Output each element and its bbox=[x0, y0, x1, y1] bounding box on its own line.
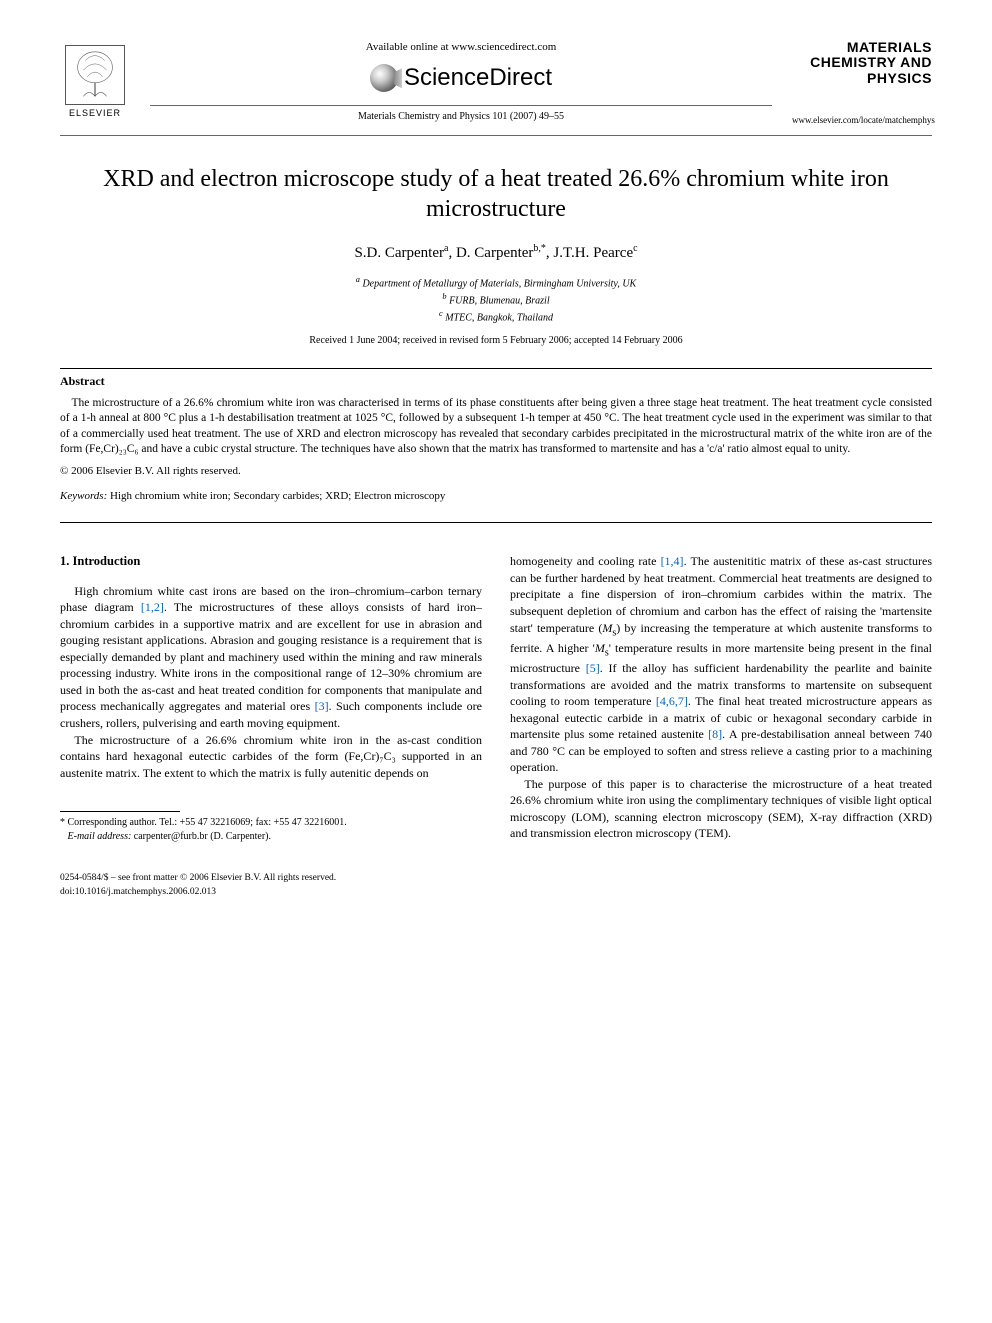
authors-line: S.D. Carpentera, D. Carpenterb,*, J.T.H.… bbox=[60, 242, 932, 264]
article-title: XRD and electron microscope study of a h… bbox=[100, 164, 892, 224]
p2-text-b: homogeneity and cooling rate bbox=[510, 554, 661, 568]
footer-line-1: 0254-0584/$ – see front matter © 2006 El… bbox=[60, 872, 932, 885]
ref-link-4-6-7[interactable]: [4,6,7] bbox=[656, 694, 688, 708]
keywords-label: Keywords: bbox=[60, 490, 107, 502]
author-1-affil: a bbox=[444, 243, 448, 254]
footnote-email-who: (D. Carpenter). bbox=[210, 831, 271, 842]
available-online-text: Available online at www.sciencedirect.co… bbox=[150, 40, 772, 55]
ref-link-5[interactable]: [5] bbox=[586, 661, 600, 675]
footnote-email-line: E-mail address: carpenter@furb.br (D. Ca… bbox=[60, 830, 482, 844]
intro-para-2-left: The microstructure of a 26.6% chromium w… bbox=[60, 732, 482, 782]
journal-url: www.elsevier.com/locate/matchemphys bbox=[792, 114, 932, 127]
journal-logo-line1: MATERIALS bbox=[792, 40, 932, 55]
footnote-corr: * Corresponding author. Tel.: +55 47 322… bbox=[60, 816, 482, 830]
author-3: J.T.H. Pearce bbox=[553, 245, 633, 261]
author-3-affil: c bbox=[633, 243, 637, 254]
corresponding-footnote: * Corresponding author. Tel.: +55 47 322… bbox=[60, 816, 482, 844]
abstract-copyright: © 2006 Elsevier B.V. All rights reserved… bbox=[60, 464, 932, 479]
intro-para-1: High chromium white cast irons are based… bbox=[60, 583, 482, 732]
ms-symbol-1: M bbox=[602, 621, 612, 635]
sciencedirect-logo: ScienceDirect bbox=[150, 61, 772, 95]
journal-logo-line3: PHYSICS bbox=[792, 71, 932, 86]
author-2-affil: b,* bbox=[533, 243, 546, 254]
author-2: D. Carpenter bbox=[456, 245, 533, 261]
elsevier-logo: ELSEVIER bbox=[60, 40, 130, 120]
affiliations: a Department of Metallurgy of Materials,… bbox=[60, 274, 932, 326]
abstract-body: The microstructure of a 26.6% chromium w… bbox=[60, 396, 932, 458]
header-bottom-rule bbox=[60, 135, 932, 136]
abstract-heading: Abstract bbox=[60, 373, 932, 390]
footnote-rule bbox=[60, 811, 180, 812]
elsevier-label: ELSEVIER bbox=[69, 107, 121, 120]
footnote-email[interactable]: carpenter@furb.br bbox=[134, 831, 208, 842]
right-column: homogeneity and cooling rate [1,4]. The … bbox=[510, 553, 932, 844]
p1-text-b: . The microstructures of these alloys co… bbox=[60, 600, 482, 713]
ref-link-1-2[interactable]: [1,2] bbox=[141, 600, 164, 614]
left-column: 1. Introduction High chromium white cast… bbox=[60, 553, 482, 844]
article-dates: Received 1 June 2004; received in revise… bbox=[60, 334, 932, 348]
post-abstract-rule bbox=[60, 522, 932, 523]
affil-b-text: FURB, Blumenau, Brazil bbox=[449, 295, 550, 306]
section-1-heading: 1. Introduction bbox=[60, 553, 482, 570]
affil-a-text: Department of Metallurgy of Materials, B… bbox=[362, 278, 636, 289]
sciencedirect-text: ScienceDirect bbox=[404, 61, 552, 95]
journal-reference: Materials Chemistry and Physics 101 (200… bbox=[150, 110, 772, 124]
footer-doi: doi:10.1016/j.matchemphys.2006.02.013 bbox=[60, 886, 932, 899]
affil-c: c MTEC, Bangkok, Thailand bbox=[60, 308, 932, 325]
pre-abstract-rule bbox=[60, 368, 932, 369]
ms-symbol-2: M bbox=[595, 641, 605, 655]
sciencedirect-ball-icon bbox=[370, 64, 398, 92]
intro-para-3: The purpose of this paper is to characte… bbox=[510, 776, 932, 842]
center-header: Available online at www.sciencedirect.co… bbox=[130, 40, 792, 124]
abstract-section: Abstract The microstructure of a 26.6% c… bbox=[60, 373, 932, 505]
ref-link-1-4[interactable]: [1,4] bbox=[661, 554, 684, 568]
journal-logo-block: MATERIALS CHEMISTRY AND PHYSICS www.else… bbox=[792, 40, 932, 127]
elsevier-tree-icon bbox=[65, 45, 125, 105]
affil-c-text: MTEC, Bangkok, Thailand bbox=[445, 313, 553, 324]
p2-text-a: The microstructure of a 26.6% chromium w… bbox=[60, 733, 482, 780]
ref-link-3[interactable]: [3] bbox=[315, 699, 329, 713]
affil-a: a Department of Metallurgy of Materials,… bbox=[60, 274, 932, 291]
intro-para-2-right: homogeneity and cooling rate [1,4]. The … bbox=[510, 553, 932, 775]
author-1: S.D. Carpenter bbox=[354, 245, 444, 261]
header-rule bbox=[150, 105, 772, 106]
ref-link-8[interactable]: [8] bbox=[708, 727, 722, 741]
keywords-line: Keywords: High chromium white iron; Seco… bbox=[60, 489, 932, 504]
body-columns: 1. Introduction High chromium white cast… bbox=[60, 553, 932, 844]
keywords-text: High chromium white iron; Secondary carb… bbox=[110, 490, 445, 502]
journal-logo-line2: CHEMISTRY AND bbox=[792, 55, 932, 70]
page-footer: 0254-0584/$ – see front matter © 2006 El… bbox=[60, 872, 932, 899]
footnote-email-label: E-mail address: bbox=[68, 831, 132, 842]
page-header: ELSEVIER Available online at www.science… bbox=[60, 40, 932, 127]
affil-b: b FURB, Blumenau, Brazil bbox=[60, 291, 932, 308]
